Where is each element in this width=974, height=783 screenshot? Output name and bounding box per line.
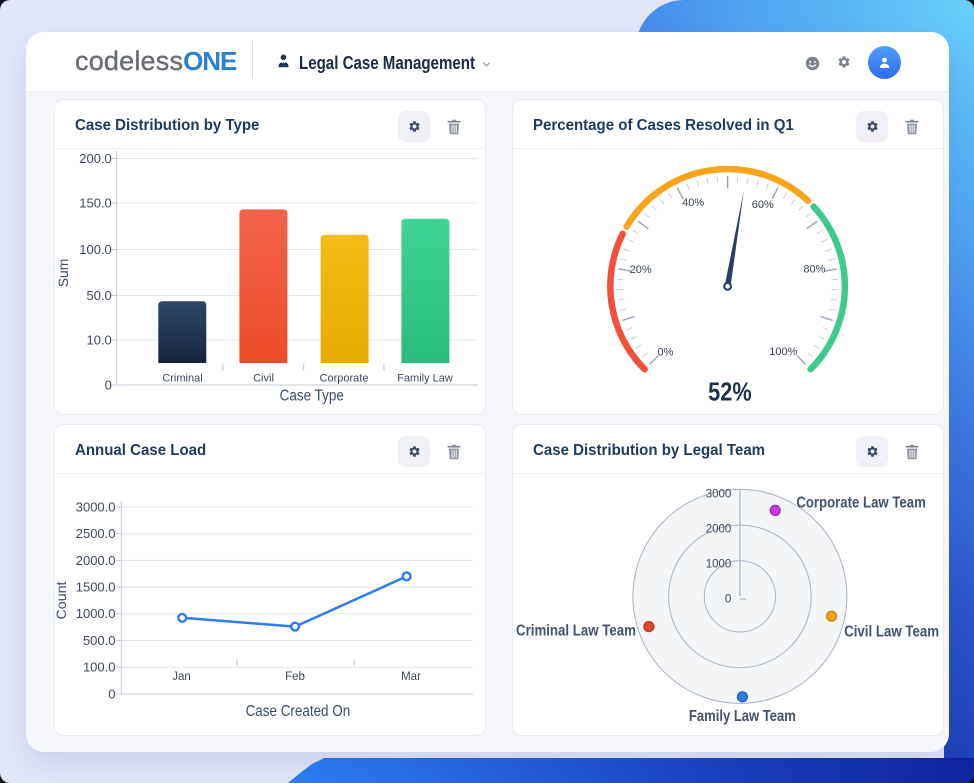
svg-text:Mar: Mar	[401, 671, 421, 683]
svg-text:52%: 52%	[708, 376, 752, 406]
svg-text:40%: 40%	[682, 197, 704, 209]
svg-text:2000: 2000	[706, 524, 732, 536]
svg-text:Case Type: Case Type	[280, 388, 344, 405]
svg-text:100.0: 100.0	[83, 660, 116, 675]
svg-text:0%: 0%	[658, 347, 674, 359]
svg-text:100%: 100%	[769, 346, 797, 358]
svg-text:100.0: 100.0	[79, 242, 112, 257]
svg-text:0: 0	[105, 377, 112, 392]
svg-text:2000.0: 2000.0	[76, 553, 116, 568]
svg-text:10.0: 10.0	[86, 332, 111, 347]
svg-text:Corporate Law Team: Corporate Law Team	[796, 494, 926, 511]
svg-text:500.0: 500.0	[83, 633, 116, 648]
svg-text:3000.0: 3000.0	[76, 499, 116, 514]
svg-text:50.0: 50.0	[86, 288, 111, 303]
svg-text:60%: 60%	[752, 199, 774, 211]
svg-text:Criminal Law Team: Criminal Law Team	[516, 623, 636, 640]
svg-text:0: 0	[108, 686, 115, 701]
svg-text:Case Created On: Case Created On	[246, 703, 351, 720]
svg-text:Count: Count	[55, 581, 69, 619]
svg-text:Civil Law Team: Civil Law Team	[844, 624, 939, 641]
svg-text:2500.0: 2500.0	[76, 526, 116, 541]
svg-text:Criminal: Criminal	[162, 373, 202, 385]
svg-text:Sum: Sum	[55, 259, 71, 288]
svg-text:3000: 3000	[706, 488, 732, 500]
svg-text:20%: 20%	[630, 264, 652, 276]
svg-text:1000.0: 1000.0	[76, 606, 116, 621]
svg-text:Civil: Civil	[253, 373, 274, 385]
svg-text:Feb: Feb	[285, 671, 305, 683]
svg-text:1000: 1000	[706, 558, 732, 570]
svg-text:150.0: 150.0	[79, 195, 112, 210]
svg-text:200.0: 200.0	[79, 151, 112, 166]
svg-text:Family Law: Family Law	[397, 373, 453, 385]
svg-text:Family Law Team: Family Law Team	[689, 708, 796, 725]
svg-text:Corporate: Corporate	[320, 373, 369, 385]
svg-text:Jan: Jan	[172, 671, 191, 683]
svg-text:0: 0	[725, 594, 731, 606]
svg-text:1500.0: 1500.0	[76, 580, 116, 595]
svg-text:80%: 80%	[803, 263, 825, 275]
